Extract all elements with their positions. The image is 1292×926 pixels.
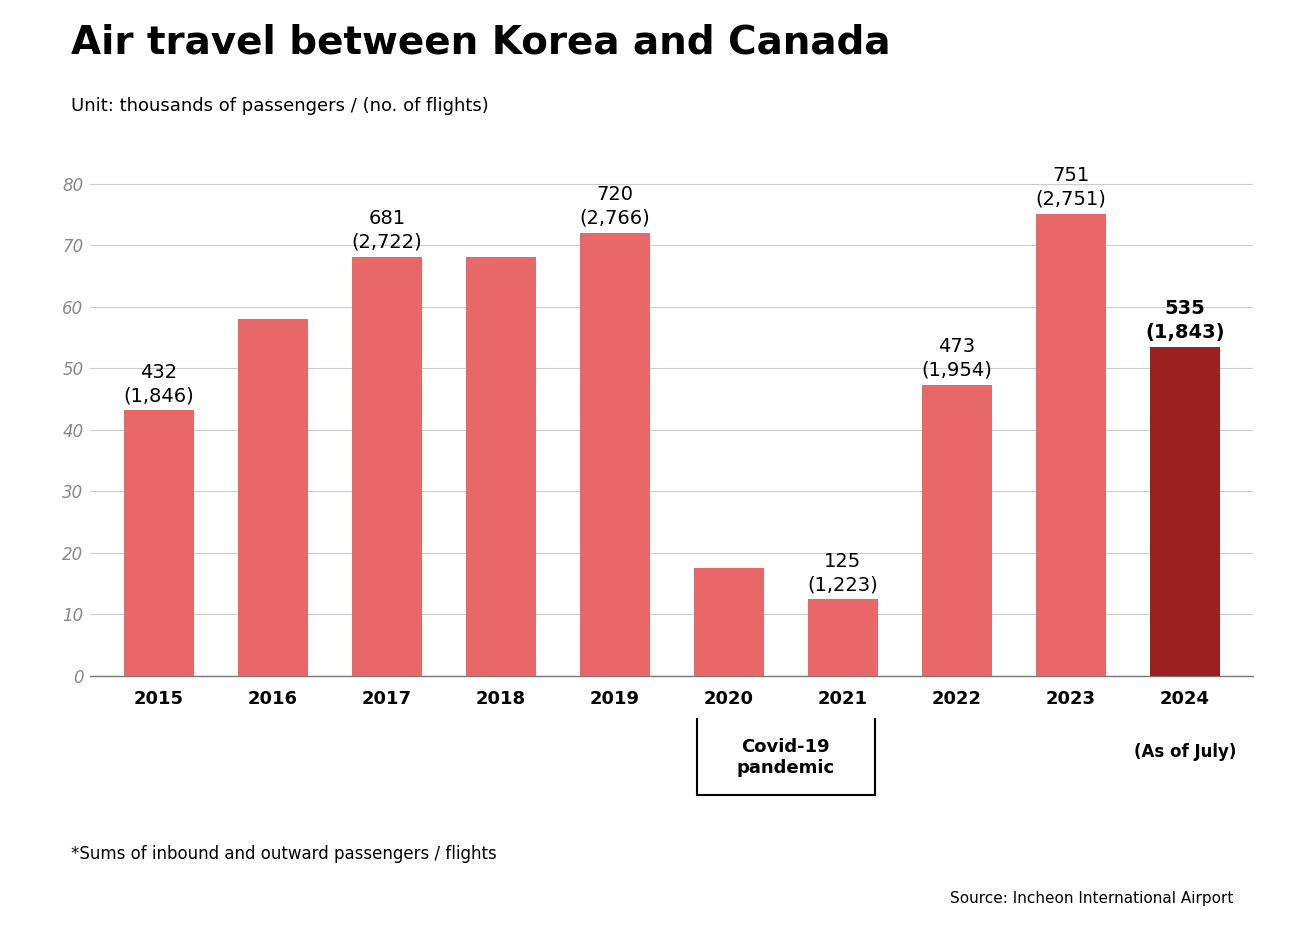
Bar <box>1150 346 1220 676</box>
Text: 751: 751 <box>1052 167 1089 185</box>
Bar <box>808 599 879 676</box>
Text: 535: 535 <box>1164 299 1205 319</box>
Bar <box>1035 214 1106 676</box>
Text: (As of July): (As of July) <box>1133 743 1236 760</box>
Text: (2,766): (2,766) <box>580 209 650 228</box>
Text: (2,751): (2,751) <box>1035 190 1106 208</box>
Text: *Sums of inbound and outward passengers / flights: *Sums of inbound and outward passengers … <box>71 845 497 862</box>
Text: 720: 720 <box>597 185 633 205</box>
Text: 681: 681 <box>368 209 406 229</box>
Bar <box>580 232 650 676</box>
Text: (1,223): (1,223) <box>808 575 879 594</box>
Text: Source: Incheon International Airport: Source: Incheon International Airport <box>951 891 1234 906</box>
Text: (1,846): (1,846) <box>124 386 194 406</box>
Text: Unit: thousands of passengers / (no. of flights): Unit: thousands of passengers / (no. of … <box>71 97 488 115</box>
Text: (1,843): (1,843) <box>1145 323 1225 342</box>
Text: 473: 473 <box>938 337 975 357</box>
Text: Covid-19
pandemic: Covid-19 pandemic <box>736 738 835 777</box>
Bar <box>465 257 536 676</box>
Text: Air travel between Korea and Canada: Air travel between Korea and Canada <box>71 23 890 61</box>
Text: (1,954): (1,954) <box>921 361 992 380</box>
Text: (2,722): (2,722) <box>351 232 422 252</box>
Bar <box>351 257 422 676</box>
Bar <box>694 569 764 676</box>
Bar <box>238 319 309 676</box>
Text: 432: 432 <box>141 363 177 382</box>
Text: 125: 125 <box>824 552 862 570</box>
Bar <box>921 385 992 676</box>
Bar <box>124 410 194 676</box>
